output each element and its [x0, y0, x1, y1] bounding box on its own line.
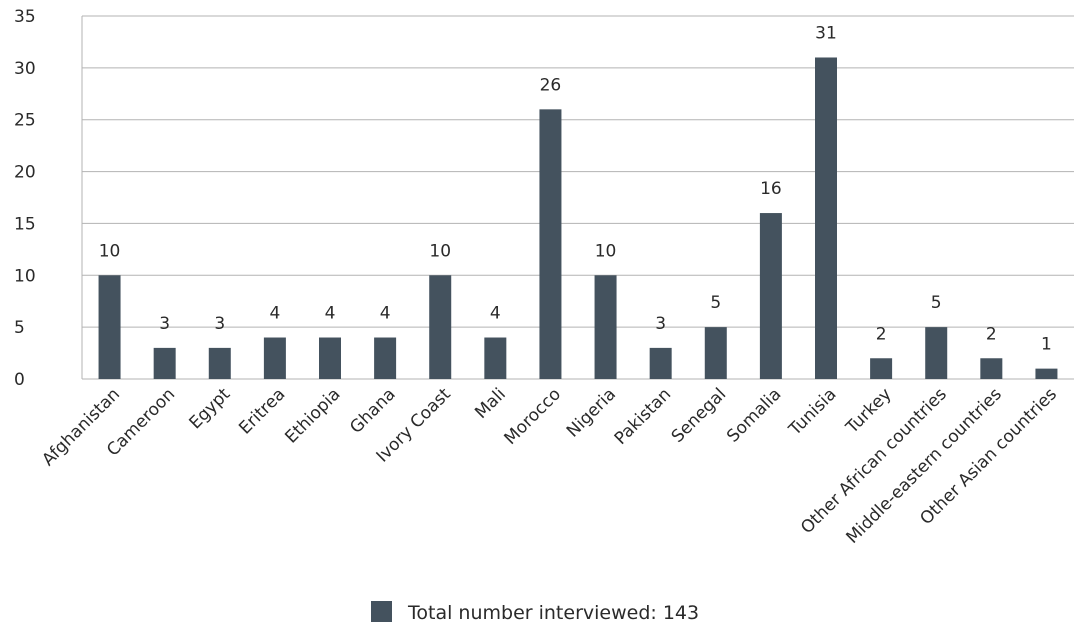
data-label: 1: [1041, 335, 1052, 355]
data-label: 4: [269, 304, 280, 324]
bar-egypt: [208, 347, 231, 379]
x-tick-label: Somalia: [723, 384, 785, 446]
y-tick-label: 10: [14, 266, 36, 286]
bar-tunisia: [815, 57, 837, 379]
bar-pakistan: [649, 347, 672, 379]
bar-other-asian-countries: [1035, 368, 1058, 379]
y-tick-label: 0: [14, 370, 25, 390]
bar-eritrea: [263, 337, 286, 379]
x-tick-label: Afghanistan: [38, 384, 124, 470]
gridlines: [81, 15, 1074, 380]
bar-somalia: [759, 213, 782, 379]
x-tick-label: Morocco: [501, 384, 565, 448]
data-label: 16: [760, 179, 782, 199]
data-labels: 10 3 3 4 4 4 10 4 26 10 3 5 16 31 2 5 2 1: [99, 23, 1052, 354]
bar-other-african-countries: [925, 327, 948, 379]
bar-ethiopia: [319, 337, 341, 379]
bar-mali: [484, 337, 507, 379]
bars: [98, 57, 1058, 379]
data-label: 3: [159, 314, 170, 334]
bar-senegal: [704, 327, 727, 379]
data-label: 4: [325, 304, 336, 324]
data-label: 2: [876, 324, 887, 344]
x-tick-label: Turkey: [842, 384, 896, 438]
y-tick-label: 30: [14, 59, 36, 79]
data-label: 5: [710, 293, 721, 313]
data-label: 3: [214, 314, 225, 334]
x-tick-label: Ethiopia: [281, 384, 344, 447]
bar-turkey: [870, 358, 893, 379]
data-label: 4: [380, 304, 391, 324]
bar-afghanistan: [98, 275, 121, 379]
legend-label: Total number interviewed: 143: [407, 602, 699, 624]
x-tick-label: Tunisia: [785, 384, 841, 440]
data-label: 2: [986, 324, 997, 344]
data-label: 10: [595, 241, 617, 261]
bar-cameroon: [153, 347, 176, 379]
y-tick-label: 15: [14, 214, 36, 234]
x-tick-label: Ghana: [346, 384, 399, 437]
x-tick-label: Pakistan: [611, 384, 675, 448]
x-tick-label: Eritrea: [235, 384, 289, 438]
bar-ivory-coast: [429, 275, 452, 379]
x-tick-label: Mali: [471, 384, 510, 423]
x-tick-label: Egypt: [185, 384, 234, 433]
y-tick-label: 20: [14, 163, 36, 183]
data-label: 5: [931, 293, 942, 313]
y-tick-label: 25: [14, 111, 36, 131]
data-label: 10: [99, 241, 121, 261]
bar-morocco: [539, 109, 562, 379]
data-label: 10: [429, 241, 451, 261]
bar-nigeria: [594, 275, 617, 379]
data-label: 26: [540, 75, 562, 95]
bar-middle-eastern-countries: [980, 358, 1003, 379]
y-tick-label: 5: [14, 318, 25, 338]
data-label: 31: [815, 23, 837, 43]
y-tick-label: 35: [14, 7, 36, 27]
legend-swatch: [371, 601, 392, 622]
bar-ghana: [374, 337, 397, 379]
data-label: 3: [655, 314, 666, 334]
x-tick-label: Senegal: [668, 384, 731, 447]
y-axis-ticks: 0 5 10 15 20 25 30 35: [14, 7, 36, 390]
data-label: 4: [490, 304, 501, 324]
legend: Total number interviewed: 143: [371, 601, 699, 624]
